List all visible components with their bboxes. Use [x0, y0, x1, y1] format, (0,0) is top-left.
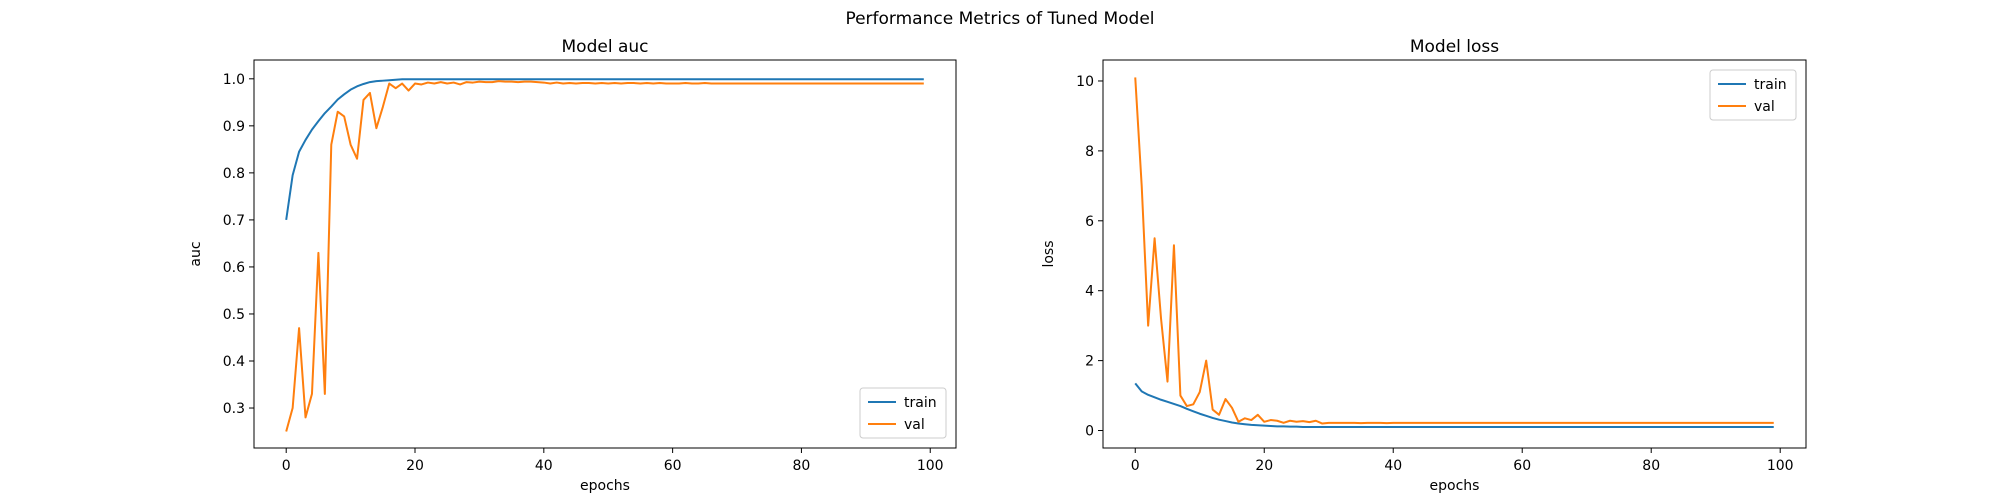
x-tick-label: 20: [406, 458, 424, 474]
y-tick-label: 0.3: [223, 401, 245, 417]
legend: train val: [859, 387, 947, 439]
y-tick-label: 6: [1085, 214, 1094, 230]
loss-chart: Model loss 0 20 40 60 80 100 0 2 4 6 8 10 epochs loss t…: [1041, 37, 1807, 494]
legend-label-val: val: [904, 417, 925, 433]
legend: train val: [1709, 69, 1797, 121]
x-tick-label: 100: [1767, 458, 1794, 474]
y-tick-label: 8: [1085, 144, 1094, 160]
series-line-val: [1134, 77, 1774, 425]
plot-frame: [253, 59, 957, 449]
figure-suptitle: Performance Metrics of Tuned Model: [845, 9, 1154, 29]
chart-title: Model auc: [562, 37, 649, 57]
legend-box: [1709, 69, 1797, 121]
legend-label-val: val: [1754, 99, 1775, 115]
y-tick-label: 0: [1085, 424, 1094, 440]
x-tick-label: 80: [1642, 458, 1660, 474]
legend-label-train: train: [1754, 77, 1787, 93]
x-tick-label: 100: [917, 458, 944, 474]
x-tick-label: 20: [1255, 458, 1273, 474]
y-tick-label: 0.8: [223, 166, 245, 182]
auc-chart: Model auc 0 20 40 60 80 100 0.3 0.4 0.5 0.6 0.7 0.8 0…: [188, 37, 957, 494]
y-tick-label: 0.6: [223, 260, 245, 276]
legend-box: [859, 387, 947, 439]
x-tick-label: 40: [1384, 458, 1402, 474]
y-tick-label: 0.4: [223, 354, 245, 370]
y-axis-label: loss: [1041, 240, 1057, 267]
legend-label-train: train: [904, 395, 937, 411]
x-axis-label: epochs: [580, 478, 630, 494]
y-tick-label: 2: [1085, 354, 1094, 370]
x-tick-label: 60: [1513, 458, 1531, 474]
x-tick-label: 60: [664, 458, 682, 474]
x-tick-label: 40: [535, 458, 553, 474]
x-tick-label: 0: [1131, 458, 1140, 474]
chart-title: Model loss: [1410, 37, 1499, 57]
series-line-train: [285, 78, 924, 221]
y-tick-label: 0.5: [223, 307, 245, 323]
x-tick-label: 80: [793, 458, 811, 474]
series-line-train: [1134, 382, 1774, 429]
x-axis-label: epochs: [1430, 478, 1480, 494]
series-line-val: [285, 80, 924, 432]
y-tick-label: 0.9: [223, 119, 245, 135]
plot-frame: [1102, 59, 1807, 449]
y-axis-label: auc: [188, 241, 204, 266]
y-tick-label: 4: [1085, 284, 1094, 300]
y-tick-label: 1.0: [223, 72, 245, 88]
x-tick-label: 0: [282, 458, 291, 474]
y-tick-label: 10: [1076, 74, 1094, 90]
y-tick-label: 0.7: [223, 213, 245, 229]
